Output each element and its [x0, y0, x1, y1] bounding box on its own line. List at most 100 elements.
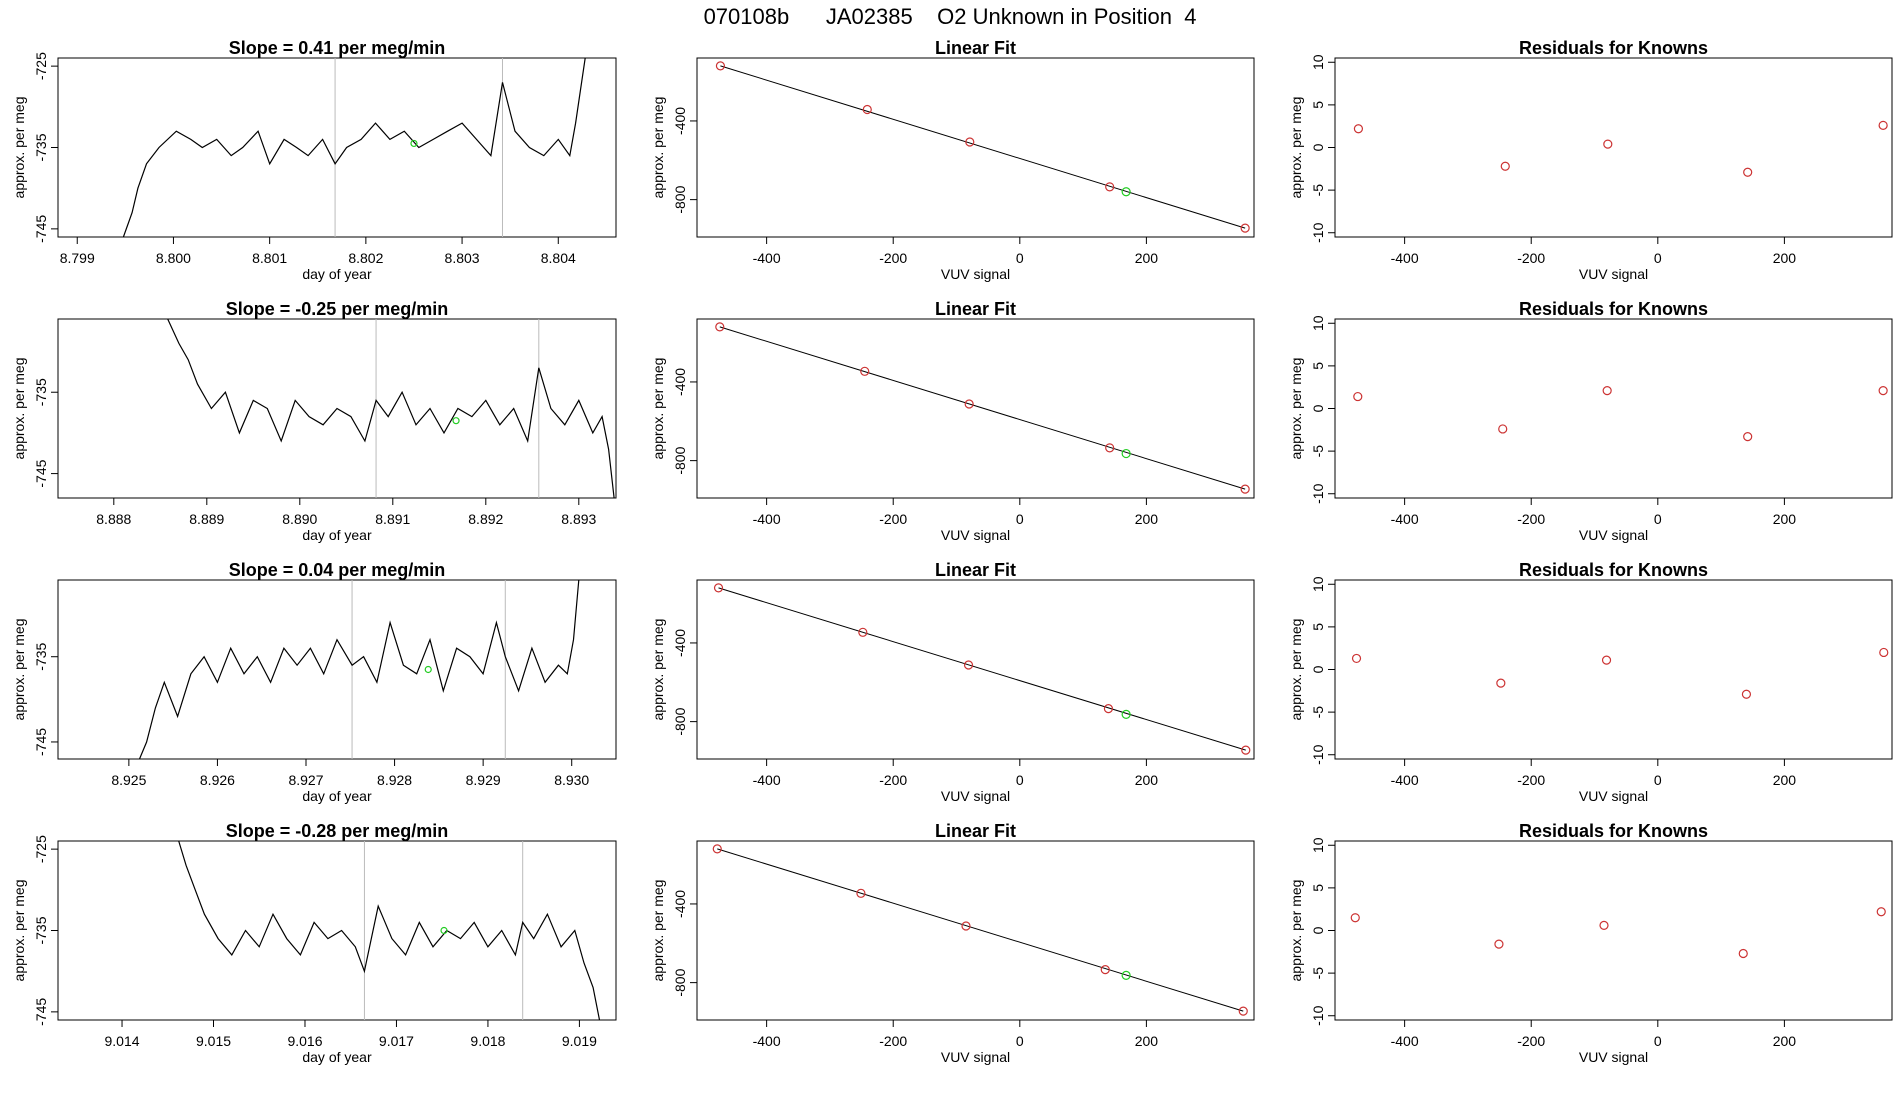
known-point	[1105, 443, 1115, 453]
plot-frame	[1334, 840, 1893, 1021]
y-tick-label: -5	[1310, 967, 1326, 980]
y-tick-label: -10	[1310, 1005, 1326, 1025]
plot-area	[715, 322, 1250, 494]
y-axis-label: approx. per meg	[11, 97, 27, 199]
x-axis-label: VUV signal	[941, 788, 1010, 804]
x-axis-label: VUV signal	[941, 527, 1010, 543]
known-point	[965, 137, 975, 147]
y-tick-label: 0	[1310, 926, 1326, 934]
y-tick-label: -5	[1310, 706, 1326, 719]
x-tick-label: 0	[1016, 772, 1024, 788]
fit-line	[720, 65, 1246, 229]
data-series-line	[167, 319, 615, 498]
y-axis-label: approx. per meg	[1288, 358, 1304, 460]
y-axis-label: approx. per meg	[650, 97, 666, 199]
unknown-point	[1121, 970, 1131, 980]
chart-panel-4: Slope = -0.25 per meg/min 8.888 8.889 8.890…	[11, 299, 617, 543]
x-axis-label: day of year	[302, 527, 372, 543]
x-tick-label: -400	[753, 1033, 781, 1049]
y-tick-label: -745	[33, 728, 49, 756]
chart-panel-11: Linear Fit -400 -200 0 200 -400 -800 VUV signal…	[650, 821, 1255, 1065]
y-axis-label: approx. per meg	[650, 880, 666, 982]
plot-area	[715, 61, 1250, 233]
x-tick-label: 8.800	[156, 250, 191, 266]
known-point	[1240, 484, 1250, 494]
data-series-line	[178, 841, 601, 1020]
y-axis-label: approx. per meg	[1288, 97, 1304, 199]
plot-frame	[57, 840, 617, 1021]
x-axis-label: day of year	[302, 788, 372, 804]
x-tick-label: 8.893	[561, 511, 596, 527]
y-axis-label: approx. per meg	[11, 358, 27, 460]
x-tick-label: -400	[1391, 511, 1419, 527]
chart-title: Residuals for Knowns	[1519, 560, 1708, 580]
y-tick-label: -400	[672, 368, 688, 396]
unknown-point	[1121, 448, 1131, 459]
fit-line	[719, 326, 1246, 490]
known-point	[713, 583, 724, 593]
residual-point	[1743, 167, 1753, 177]
x-tick-label: 200	[1773, 1033, 1797, 1049]
unknown-point	[1121, 709, 1131, 719]
x-axis-label: VUV signal	[1579, 788, 1648, 804]
chart-title: Slope = 0.41 per meg/min	[229, 38, 446, 58]
x-tick-label: 9.018	[470, 1033, 505, 1049]
plot-frame	[57, 57, 617, 238]
x-tick-label: 9.016	[287, 1033, 322, 1049]
known-point	[963, 660, 974, 670]
known-point	[715, 322, 725, 332]
y-axis-label: approx. per meg	[11, 880, 27, 982]
y-axis-label: approx. per meg	[11, 619, 27, 721]
x-tick-label: -400	[753, 250, 781, 266]
y-tick-label: 10	[1310, 576, 1326, 592]
residual-point	[1601, 655, 1612, 665]
plot-area	[138, 580, 580, 759]
data-series-line	[122, 58, 586, 237]
x-tick-label: 9.017	[379, 1033, 414, 1049]
y-tick-label: -725	[33, 835, 49, 863]
chart-panel-12: Residuals for Knowns -400 -200 0 200 10 5 0 -5 -1…	[1288, 821, 1893, 1065]
y-tick-label: 5	[1310, 362, 1326, 370]
known-point	[858, 627, 868, 637]
y-tick-label: -745	[33, 459, 49, 487]
plot-area	[167, 319, 615, 498]
chart-panel-8: Linear Fit -400 -200 0 200 -400 -800 VUV signal…	[650, 560, 1255, 804]
residual-point	[1741, 689, 1752, 699]
chart-panel-5: Linear Fit -400 -200 0 200 -400 -800 VUV signal…	[650, 299, 1255, 543]
x-tick-label: 200	[1773, 772, 1797, 788]
y-tick-label: 5	[1310, 101, 1326, 109]
x-tick-label: 8.927	[288, 772, 323, 788]
x-tick-label: 8.926	[200, 772, 235, 788]
plot-frame	[696, 579, 1255, 760]
y-tick-label: 10	[1310, 54, 1326, 70]
known-point	[1103, 704, 1114, 714]
y-tick-label: -10	[1310, 222, 1326, 242]
x-tick-label: 8.804	[541, 250, 576, 266]
chart-title: Slope = -0.28 per meg/min	[226, 821, 449, 841]
x-tick-label: 9.015	[196, 1033, 231, 1049]
y-tick-label: -745	[33, 998, 49, 1026]
plot-area	[122, 58, 586, 237]
x-tick-label: 8.892	[468, 511, 503, 527]
y-tick-label: 10	[1310, 837, 1326, 853]
y-axis-label: approx. per meg	[1288, 880, 1304, 982]
y-tick-label: 5	[1310, 623, 1326, 631]
fit-line	[718, 587, 1246, 751]
known-point	[1100, 965, 1110, 975]
page-title: 070108b JA02385 O2 Unknown in Position 4	[703, 4, 1197, 29]
x-tick-label: 8.925	[111, 772, 146, 788]
unknown-point	[1121, 187, 1131, 197]
x-tick-label: -200	[879, 250, 907, 266]
residual-point	[1353, 391, 1363, 402]
y-tick-label: -5	[1310, 184, 1326, 197]
x-tick-label: 8.889	[189, 511, 224, 527]
y-tick-label: -5	[1310, 445, 1326, 458]
residual-point	[1603, 139, 1613, 149]
chart-panel-2: Linear Fit -400 -200 0 200 -400 -800 VUV signal…	[650, 38, 1255, 282]
x-tick-label: -200	[879, 772, 907, 788]
x-tick-label: 8.891	[375, 511, 410, 527]
known-point	[862, 104, 872, 115]
y-tick-label: -735	[33, 133, 49, 161]
plot-frame	[1334, 579, 1893, 760]
